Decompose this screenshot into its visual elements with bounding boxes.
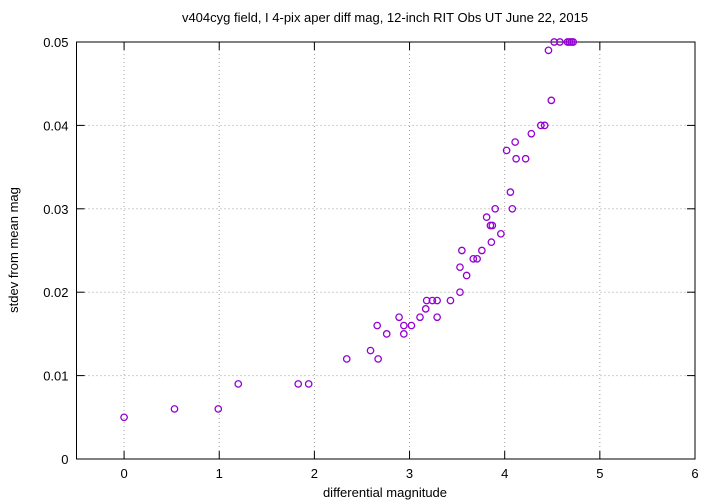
y-axis-label: stdev from mean mag xyxy=(6,187,21,313)
x-tick-label: 5 xyxy=(596,466,603,481)
data-point xyxy=(478,246,486,255)
y-tick-label: 0.05 xyxy=(43,35,68,50)
data-point xyxy=(234,380,243,388)
data-point xyxy=(407,321,416,330)
x-tick-label: 3 xyxy=(406,466,413,481)
data-point xyxy=(550,38,559,46)
x-tick-label: 6 xyxy=(691,466,698,481)
data-point xyxy=(422,296,431,305)
x-tick-label: 4 xyxy=(501,466,508,481)
data-point xyxy=(456,263,464,272)
data-point xyxy=(491,204,500,213)
data-point xyxy=(537,121,545,130)
data-point xyxy=(482,213,491,221)
y-tick-label: 0.01 xyxy=(43,369,68,384)
chart-title: v404cyg field, I 4-pix aper diff mag, 12… xyxy=(182,10,588,25)
x-tick-label: 1 xyxy=(216,466,223,481)
data-point xyxy=(488,221,497,230)
x-tick-label: 2 xyxy=(311,466,318,481)
x-axis-label: differential magnitude xyxy=(323,485,447,500)
data-point xyxy=(373,321,382,330)
data-point xyxy=(399,321,408,330)
data-point xyxy=(428,296,437,305)
data-point xyxy=(456,288,464,297)
data-point xyxy=(502,146,511,155)
data-point xyxy=(527,129,536,138)
data-point xyxy=(214,405,223,413)
data-point xyxy=(395,313,403,322)
data-point xyxy=(473,254,481,263)
data-point xyxy=(544,46,553,55)
data-point xyxy=(556,38,564,46)
data-point xyxy=(458,246,466,255)
data-point xyxy=(540,121,549,130)
data-point xyxy=(304,380,313,388)
data-point xyxy=(374,355,382,363)
data-point xyxy=(487,238,496,247)
data-point xyxy=(506,188,515,196)
data-point xyxy=(120,413,128,422)
data-point xyxy=(512,154,520,163)
y-tick-label: 0.02 xyxy=(43,285,68,300)
data-point xyxy=(547,96,556,105)
data-point xyxy=(170,405,179,413)
data-point xyxy=(511,138,520,146)
data-point xyxy=(462,271,471,280)
data-point xyxy=(399,330,408,338)
plot-frame xyxy=(76,41,696,460)
data-point xyxy=(366,346,375,355)
data-point xyxy=(508,204,517,213)
data-point xyxy=(294,380,303,388)
data-point xyxy=(433,313,441,322)
data-point xyxy=(497,229,505,238)
data-point xyxy=(421,305,430,313)
y-tick-label: 0.04 xyxy=(43,118,68,133)
data-point xyxy=(416,313,424,322)
x-tick-label: 0 xyxy=(120,466,127,481)
data-point xyxy=(342,355,351,363)
data-point xyxy=(569,38,578,46)
data-point xyxy=(433,296,441,305)
data-point xyxy=(521,154,530,163)
data-point xyxy=(469,254,478,263)
data-point xyxy=(382,330,391,338)
y-tick-label: 0 xyxy=(61,452,68,467)
data-point xyxy=(446,296,455,305)
y-tick-label: 0.03 xyxy=(43,202,68,217)
